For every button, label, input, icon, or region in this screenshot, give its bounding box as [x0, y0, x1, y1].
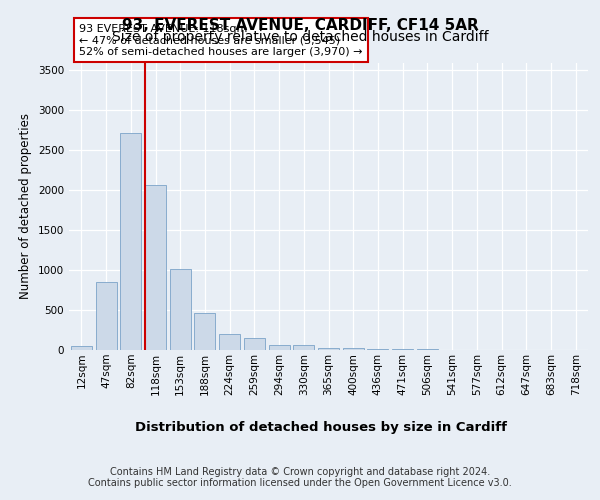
- Text: Size of property relative to detached houses in Cardiff: Size of property relative to detached ho…: [112, 30, 488, 44]
- Text: Distribution of detached houses by size in Cardiff: Distribution of detached houses by size …: [135, 421, 507, 434]
- Text: 93, EVEREST AVENUE, CARDIFF, CF14 5AR: 93, EVEREST AVENUE, CARDIFF, CF14 5AR: [122, 18, 478, 32]
- Bar: [392, 349, 413, 350]
- Bar: [120, 133, 141, 350]
- Bar: [194, 314, 215, 350]
- Bar: [318, 348, 339, 350]
- Text: Contains HM Land Registry data © Crown copyright and database right 2024.
Contai: Contains HM Land Registry data © Crown c…: [88, 466, 512, 488]
- Y-axis label: Number of detached properties: Number of detached properties: [19, 114, 32, 299]
- Bar: [71, 346, 92, 350]
- Bar: [367, 349, 388, 350]
- Bar: [343, 348, 364, 350]
- Bar: [219, 334, 240, 350]
- Bar: [145, 184, 166, 350]
- Text: 93 EVEREST AVENUE: 118sqm
← 47% of detached houses are smaller (3,545)
52% of se: 93 EVEREST AVENUE: 118sqm ← 47% of detac…: [79, 24, 363, 56]
- Bar: [293, 345, 314, 350]
- Bar: [269, 345, 290, 350]
- Bar: [170, 270, 191, 350]
- Bar: [244, 338, 265, 350]
- Bar: [95, 282, 116, 350]
